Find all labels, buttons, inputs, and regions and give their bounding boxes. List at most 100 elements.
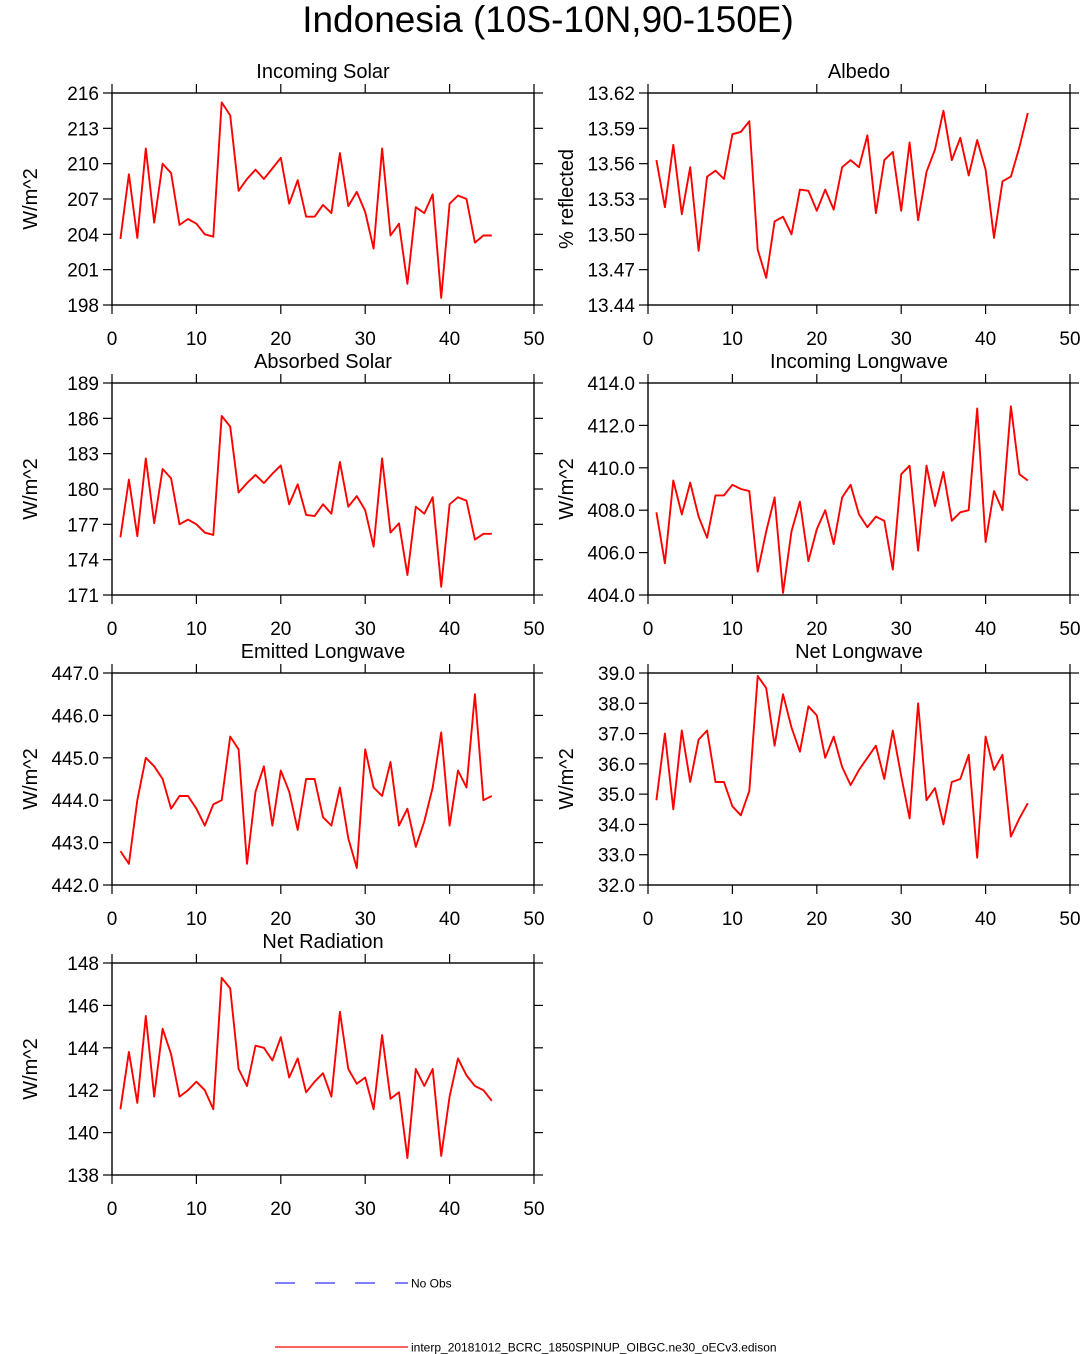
- x-tick-label: 10: [722, 619, 743, 640]
- chart-panel-2: Albedo % reflected 13.44 13.47 13.50 13.53 13.…: [556, 61, 1081, 350]
- x-tick-label: 20: [270, 619, 291, 640]
- x-tick-label: 40: [439, 329, 460, 350]
- y-tick-label: 38.0: [598, 694, 635, 715]
- x-tick-label: 20: [806, 619, 827, 640]
- legend-label-no-obs: No Obs: [411, 1277, 452, 1291]
- x-tick-label: 40: [439, 909, 460, 930]
- y-tick-label: 33.0: [598, 846, 635, 867]
- y-axis-label: W/m^2: [556, 458, 578, 520]
- x-tick-label: 40: [975, 909, 996, 930]
- y-tick-label: 445.0: [51, 749, 99, 770]
- y-tick-label: 142: [67, 1081, 99, 1102]
- y-tick-label: 189: [67, 374, 99, 395]
- x-tick-label: 10: [186, 619, 207, 640]
- y-tick-label: 207: [67, 190, 99, 211]
- x-tick-label: 20: [270, 909, 291, 930]
- x-tick-label: 20: [270, 329, 291, 350]
- y-tick-label: 13.53: [587, 190, 635, 211]
- y-tick-label: 13.44: [587, 296, 635, 317]
- y-tick-label: 210: [67, 155, 99, 176]
- y-axis-label: W/m^2: [20, 168, 42, 230]
- plot-frame: [111, 672, 535, 886]
- x-tick-label: 20: [270, 1199, 291, 1220]
- panel-title: Albedo: [828, 61, 890, 83]
- x-tick-label: 50: [1059, 909, 1080, 930]
- chart-panel-4: Incoming Longwave W/m^2 404.0 406.0 408.0 410…: [556, 351, 1081, 640]
- y-tick-label: 412.0: [587, 416, 635, 437]
- y-tick-label: 146: [67, 996, 99, 1017]
- x-tick-label: 10: [186, 329, 207, 350]
- y-tick-label: 183: [67, 445, 99, 466]
- panel-title: Incoming Longwave: [770, 351, 948, 373]
- y-tick-label: 446.0: [51, 706, 99, 727]
- y-tick-label: 198: [67, 296, 99, 317]
- series-line: [119, 976, 493, 1159]
- x-tick-label: 10: [186, 1199, 207, 1220]
- x-tick-label: 50: [523, 619, 544, 640]
- y-axis-label: W/m^2: [556, 748, 578, 810]
- x-tick-label: 30: [891, 909, 912, 930]
- y-tick-label: 174: [67, 551, 99, 572]
- y-tick-label: 13.50: [587, 225, 635, 246]
- x-tick-label: 40: [439, 619, 460, 640]
- chart-panel-7: Net Radiation W/m^2 138 140 142 144 146 148 0 10 2…: [20, 931, 545, 1220]
- series-line: [119, 101, 492, 299]
- y-tick-label: 213: [67, 119, 99, 140]
- y-tick-label: 39.0: [598, 664, 635, 685]
- y-tick-label: 34.0: [598, 815, 635, 836]
- y-tick-label: 186: [67, 409, 99, 430]
- x-tick-label: 50: [523, 909, 544, 930]
- x-tick-label: 10: [186, 909, 207, 930]
- y-axis-label: W/m^2: [20, 748, 42, 810]
- x-tick-label: 30: [355, 329, 376, 350]
- legend: No Obs interp_20181012_BCRC_1850SPINUP_O…: [275, 1277, 777, 1354]
- y-tick-label: 13.47: [587, 261, 635, 282]
- series-line: [655, 109, 1029, 279]
- y-axis-label: W/m^2: [20, 1038, 42, 1100]
- y-tick-label: 140: [67, 1124, 99, 1145]
- x-tick-label: 30: [355, 1199, 376, 1220]
- x-tick-label: 40: [975, 329, 996, 350]
- y-tick-label: 442.0: [51, 876, 99, 897]
- series-line: [655, 675, 1029, 859]
- y-tick-label: 13.62: [587, 84, 635, 105]
- chart-panel-5: Emitted Longwave W/m^2 442.0 443.0 444.0 445.…: [20, 641, 545, 930]
- y-tick-label: 406.0: [587, 544, 635, 565]
- y-tick-label: 443.0: [51, 834, 99, 855]
- x-tick-label: 30: [891, 619, 912, 640]
- x-tick-label: 0: [107, 329, 118, 350]
- x-tick-label: 20: [806, 909, 827, 930]
- y-tick-label: 404.0: [587, 586, 635, 607]
- series-line: [655, 405, 1029, 594]
- x-tick-label: 30: [891, 329, 912, 350]
- figure-title: Indonesia (10S-10N,90-150E): [302, 0, 794, 40]
- x-tick-label: 50: [1059, 329, 1080, 350]
- x-tick-label: 50: [523, 1199, 544, 1220]
- plot-frame: [111, 962, 535, 1176]
- panel-title: Emitted Longwave: [241, 641, 406, 663]
- y-tick-label: 180: [67, 480, 99, 501]
- y-tick-label: 177: [67, 515, 99, 536]
- y-tick-label: 447.0: [51, 664, 99, 685]
- x-tick-label: 10: [722, 329, 743, 350]
- panel-title: Absorbed Solar: [254, 351, 392, 373]
- x-tick-label: 0: [643, 909, 654, 930]
- chart-panels: Incoming Solar W/m^2 198 201 204 207 210 213 216…: [20, 61, 1081, 1220]
- x-tick-label: 0: [107, 909, 118, 930]
- y-tick-label: 171: [67, 586, 99, 607]
- x-tick-label: 30: [355, 619, 376, 640]
- series-line: [119, 693, 493, 869]
- y-tick-label: 201: [67, 261, 99, 282]
- x-tick-label: 30: [355, 909, 376, 930]
- x-tick-label: 0: [643, 329, 654, 350]
- y-tick-label: 216: [67, 84, 99, 105]
- x-tick-label: 40: [439, 1199, 460, 1220]
- y-tick-label: 35.0: [598, 785, 635, 806]
- series-line: [119, 415, 492, 588]
- y-tick-label: 148: [67, 954, 99, 975]
- y-tick-label: 138: [67, 1166, 99, 1187]
- y-tick-label: 204: [67, 225, 99, 246]
- y-tick-label: 144: [67, 1039, 99, 1060]
- y-tick-label: 32.0: [598, 876, 635, 897]
